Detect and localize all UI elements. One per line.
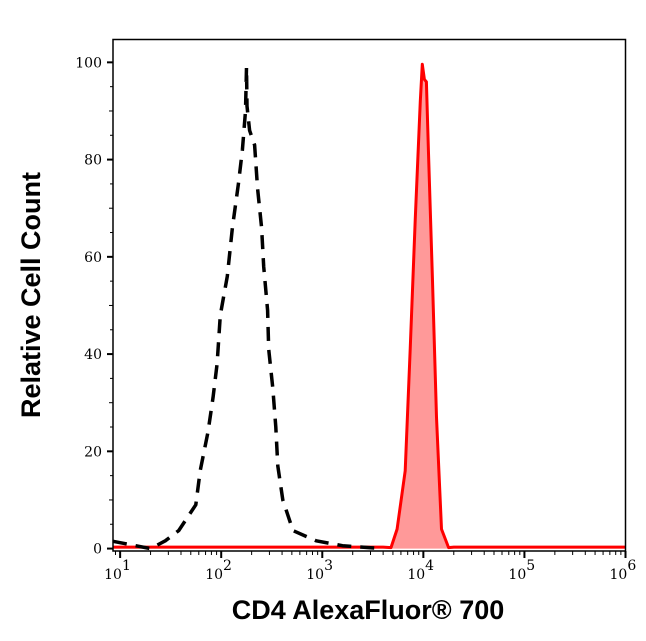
series-0-line	[112, 65, 384, 551]
y-tick-label: 20	[84, 444, 102, 460]
y-tick-label: 60	[84, 250, 102, 266]
x-tick-base: 10	[306, 567, 324, 583]
x-tick-base: 10	[205, 567, 223, 583]
x-tick-exponent: 6	[627, 558, 636, 574]
series-1-line	[113, 62, 626, 550]
x-tick-label: 103	[306, 558, 333, 583]
x-tick-label: 102	[205, 558, 232, 583]
x-tick-label: 101	[104, 558, 131, 583]
x-axis-title: CD4 AlexaFluor® 700	[232, 595, 505, 625]
x-tick-label: 106	[610, 558, 637, 583]
series-layer	[112, 62, 626, 551]
x-tick-exponent: 5	[526, 558, 535, 574]
y-tick-label: 40	[84, 347, 102, 363]
plot-frame	[112, 38, 627, 552]
x-tick-base: 10	[104, 567, 122, 583]
x-tick-label: 105	[508, 558, 535, 583]
y-axis-title: Relative Cell Count	[16, 172, 46, 418]
x-tick-label: 104	[407, 558, 434, 583]
x-tick-base: 10	[407, 567, 425, 583]
x-tick-exponent: 3	[324, 558, 333, 574]
y-tick-label: 80	[84, 153, 102, 169]
series-1-fill	[113, 64, 626, 549]
x-tick-base: 10	[610, 567, 628, 583]
y-tick-label: 0	[93, 542, 102, 558]
x-tick-exponent: 2	[223, 558, 232, 574]
x-tick-exponent: 4	[425, 558, 434, 574]
x-tick-exponent: 1	[122, 558, 131, 574]
y-tick-label: 100	[75, 55, 102, 71]
x-tick-base: 10	[508, 567, 526, 583]
